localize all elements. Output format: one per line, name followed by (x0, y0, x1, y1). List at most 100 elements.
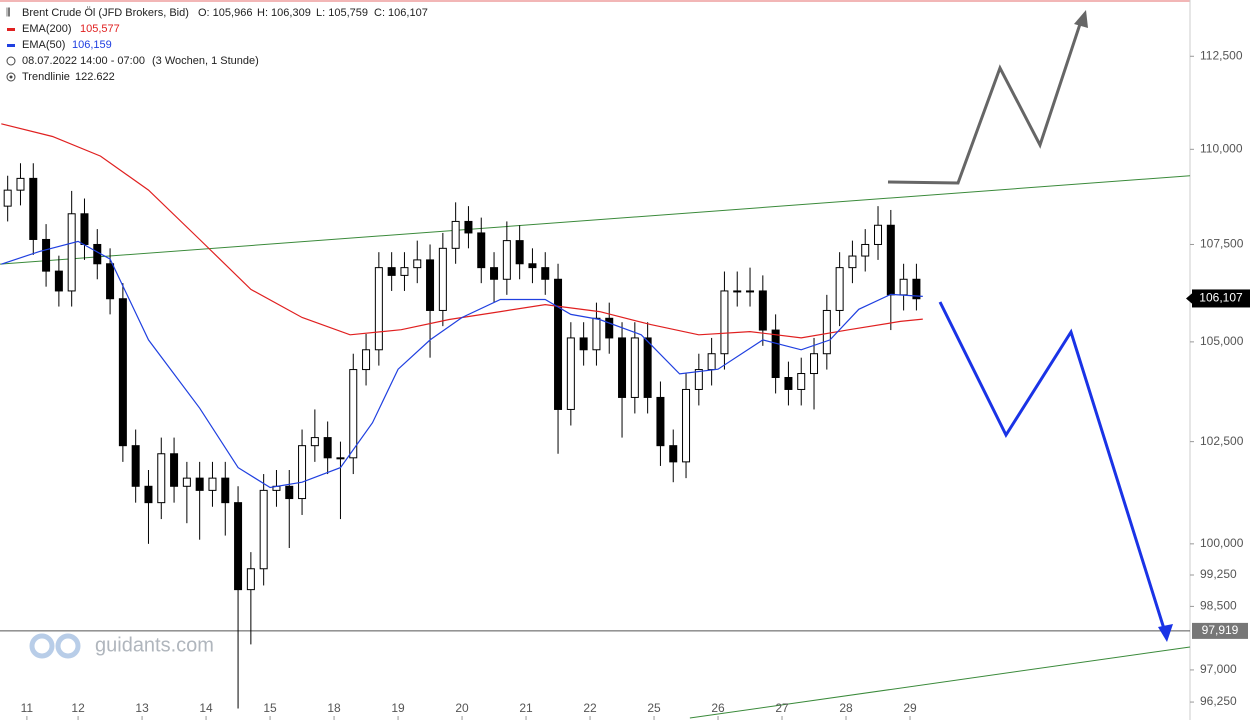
candle-body (643, 337, 652, 398)
trendline-icon (9, 75, 13, 79)
candle-body (80, 213, 89, 245)
candle-body (592, 317, 601, 351)
candle-body (298, 445, 307, 500)
candle-body (349, 369, 358, 459)
legend-name: EMA(50) (22, 39, 65, 51)
candle-body (733, 290, 742, 293)
candle-body (554, 278, 563, 410)
y-tick-label: 98,500 (1200, 599, 1237, 613)
candle-body (771, 329, 780, 379)
candle-body (899, 278, 908, 296)
quote: C: 106,107 (374, 7, 428, 19)
clock-icon (6, 56, 16, 66)
candle-body (541, 267, 550, 280)
plot-area (0, 123, 1191, 719)
candle-body (400, 267, 409, 276)
candle-body (54, 270, 63, 292)
last-price-label: 106,107 (1199, 291, 1243, 305)
trendline-icon (6, 72, 16, 82)
candle-body (477, 232, 486, 269)
candle-body (464, 220, 473, 234)
candle-body (144, 485, 153, 504)
y-tick-label: 100,000 (1200, 536, 1244, 550)
candle-body (426, 259, 435, 311)
x-tick-label: 15 (263, 701, 277, 715)
x-tick-label: 29 (903, 701, 917, 715)
candle-body (170, 453, 179, 487)
logo-ring (55, 633, 81, 659)
x-tick-label: 18 (327, 701, 341, 715)
candle-body (618, 337, 627, 398)
bull-arrow-head (1074, 10, 1088, 28)
y-tick-label: 96,250 (1200, 694, 1237, 708)
y-tick-label: 110,000 (1200, 141, 1243, 155)
candle-body (285, 485, 294, 500)
trendline (689, 646, 1191, 719)
legend-value: 105,577 (80, 23, 120, 35)
candle-body (694, 369, 703, 390)
bull-scenario (887, 17, 1084, 185)
candle-body (29, 177, 38, 240)
candle-body (438, 247, 447, 311)
x-tick-label: 14 (199, 701, 213, 715)
period: 08.07.2022 14:00 - 07:00 (22, 55, 145, 67)
candle-body (195, 477, 204, 491)
x-tick-label: 11 (21, 701, 34, 715)
legend-value: 106,159 (72, 39, 112, 51)
candle-body (810, 353, 819, 375)
candle-body (413, 259, 422, 269)
candle-body (528, 263, 537, 269)
legend-swatch (7, 28, 15, 31)
x-tick-label: 22 (583, 701, 597, 715)
header: ⫼ Brent Crude Öl (JFD Brokers, Bid) O: 1… (6, 7, 428, 83)
candle-body (682, 388, 691, 463)
y-tick-label: 112,500 (1200, 48, 1243, 62)
trendline (0, 175, 1191, 265)
candle-body (221, 477, 230, 504)
watermark: guidants.com (29, 633, 214, 659)
trendline-value: 122.622 (75, 71, 115, 83)
trendline-name: Trendlinie (22, 71, 70, 83)
level-tag (1192, 622, 1248, 639)
candle-body (656, 396, 665, 447)
x-tick-label: 12 (71, 701, 85, 715)
candle-body (566, 337, 575, 410)
candle-body (106, 263, 115, 300)
logo-ring (29, 633, 55, 659)
candle-body (746, 290, 755, 293)
candle-body (67, 213, 76, 292)
x-tick-label: 25 (647, 701, 661, 715)
candle-body (758, 290, 767, 331)
candle-body (362, 349, 371, 371)
chart-icon: ⫼ (6, 8, 11, 19)
candle-body (490, 267, 499, 280)
candle-body (874, 224, 883, 245)
candle-body (310, 437, 319, 447)
x-tick-label: 20 (455, 701, 469, 715)
candle-body (822, 309, 831, 355)
candle-body (387, 267, 396, 276)
candle-body (515, 240, 524, 265)
candle-body (234, 502, 243, 591)
quote: L: 105,759 (316, 7, 368, 19)
level-label: 97,919 (1202, 623, 1239, 637)
candle-body (182, 477, 191, 487)
candle-body (720, 290, 729, 355)
candle-body (784, 377, 793, 390)
candle-body (208, 477, 217, 491)
legend-name: EMA(200) (22, 23, 72, 35)
candle-body (118, 298, 127, 447)
bear-arrow-head (1158, 624, 1173, 642)
candle-body (336, 457, 345, 460)
y-tick-label: 99,250 (1200, 567, 1237, 581)
candle-body (835, 267, 844, 311)
quote: O: 105,966 (198, 7, 252, 19)
span: (3 Wochen, 1 Stunde) (152, 55, 259, 67)
candle-body (861, 243, 870, 257)
candle-body (579, 337, 588, 351)
x-tick-label: 28 (839, 701, 853, 715)
last-price-pointer (1186, 292, 1193, 305)
x-tick-label: 26 (711, 701, 725, 715)
candle-body (886, 224, 895, 296)
